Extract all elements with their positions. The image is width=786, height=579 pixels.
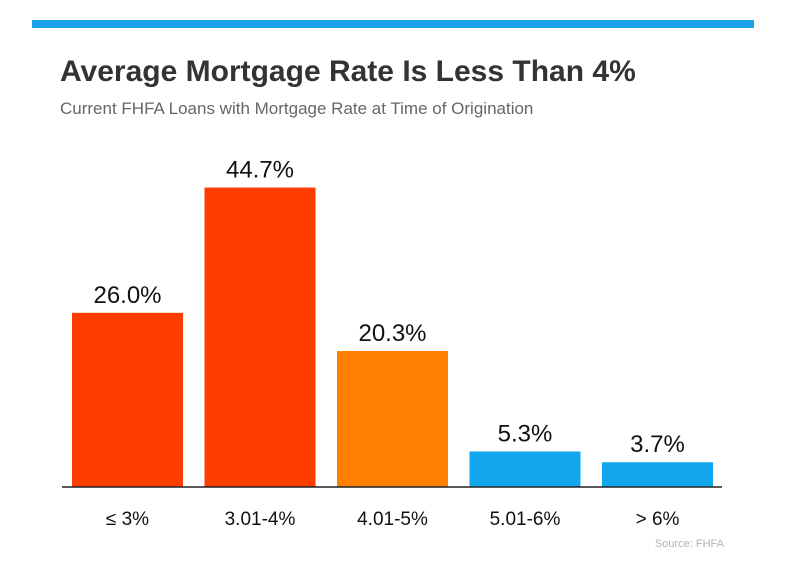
bar-4 (469, 451, 581, 487)
top-accent-rule (32, 20, 754, 28)
category-label-5: > 6% (636, 509, 680, 530)
bar-5 (602, 462, 713, 487)
source-note: Source: FHFA (654, 538, 724, 550)
category-label-2: 3.01-4% (225, 509, 296, 530)
bar-1 (72, 312, 183, 487)
bar-value-label-3: 20.3% (358, 320, 426, 347)
chart-title: Average Mortgage Rate Is Less Than 4% (60, 55, 636, 88)
category-label-1: ≤ 3% (106, 509, 149, 530)
bar-value-label-2: 44.7% (226, 157, 294, 184)
category-label-3: 4.01-5% (357, 509, 428, 530)
category-label-4: 5.01-6% (490, 509, 561, 530)
bar-value-label-4: 5.3% (498, 420, 553, 447)
chart-subtitle: Current FHFA Loans with Mortgage Rate at… (60, 99, 534, 118)
bar-2 (204, 187, 316, 487)
bar-value-label-5: 3.7% (630, 431, 685, 458)
bar-3 (337, 350, 448, 487)
bar-value-label-1: 26.0% (93, 282, 161, 309)
